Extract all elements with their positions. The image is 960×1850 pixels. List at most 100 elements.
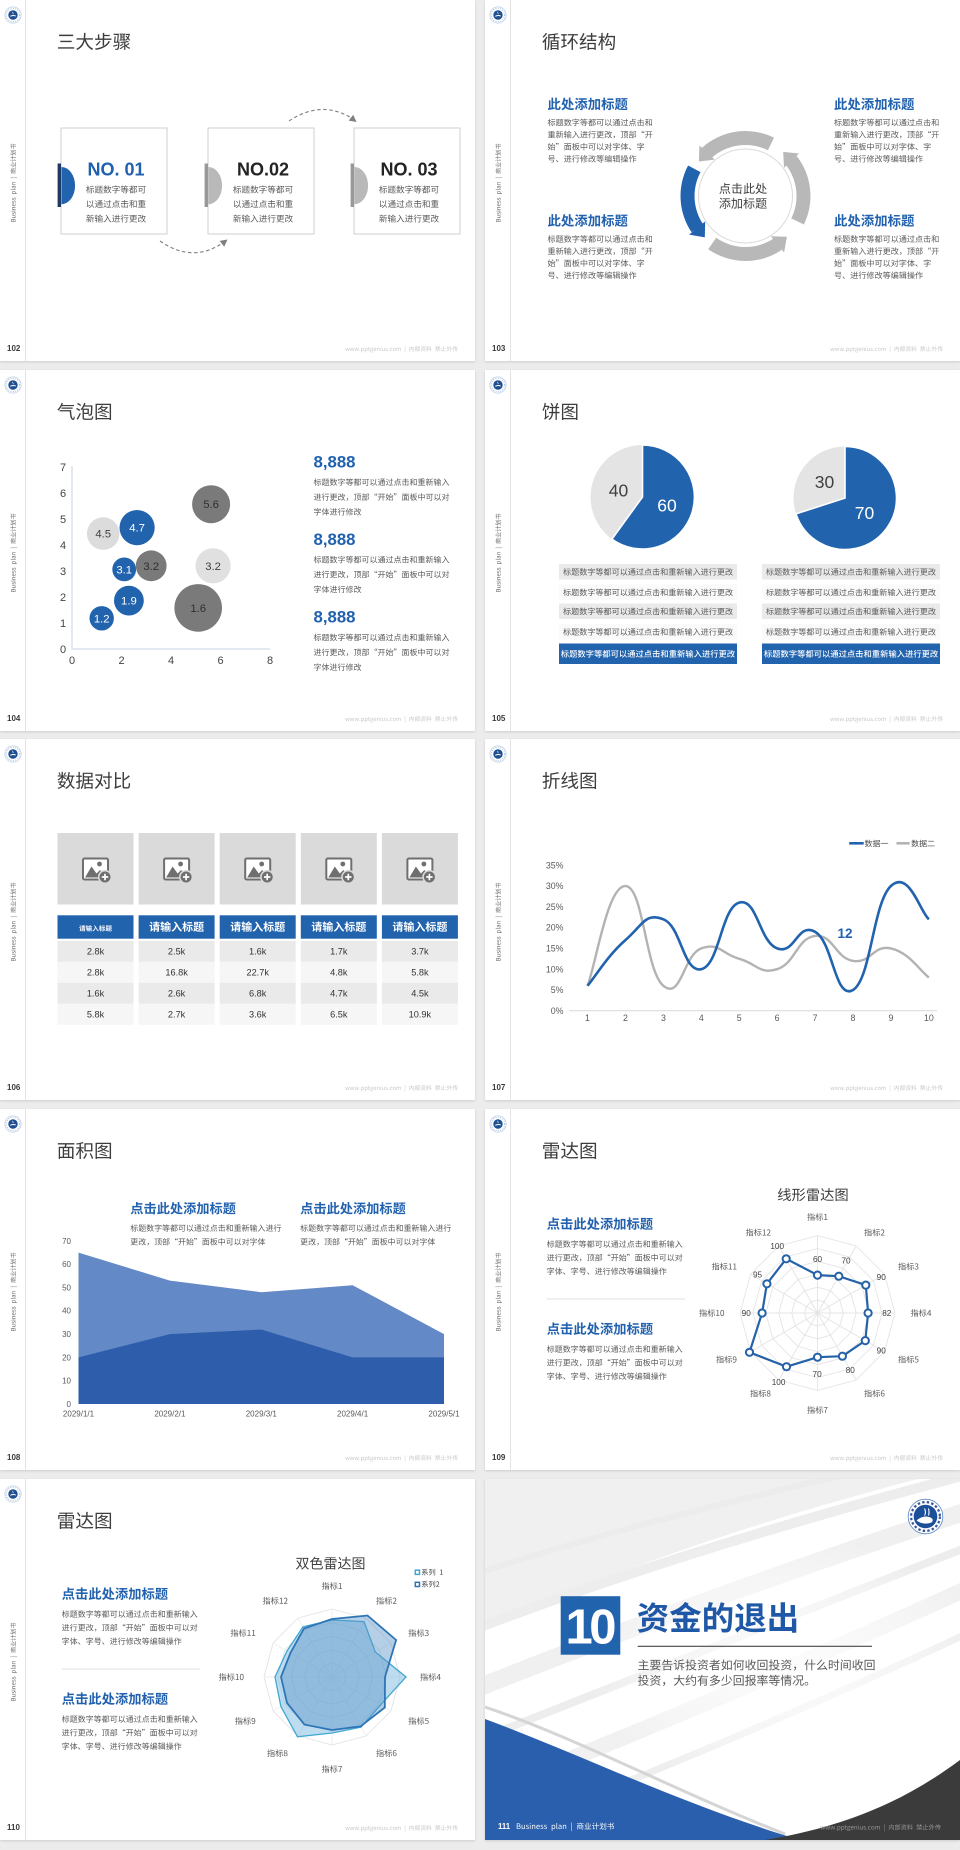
svg-text:111: 111 — [498, 1822, 511, 1831]
svg-text:8: 8 — [267, 655, 273, 667]
svg-text:1: 1 — [60, 617, 66, 629]
svg-text:2.5k: 2.5k — [168, 947, 186, 957]
svg-text:3.6k: 3.6k — [249, 1010, 267, 1020]
svg-text:5%: 5% — [551, 985, 564, 995]
svg-text:1.6k: 1.6k — [249, 947, 267, 957]
svg-text:30: 30 — [62, 1330, 71, 1339]
svg-text:15%: 15% — [546, 944, 564, 954]
svg-text:5: 5 — [60, 513, 66, 525]
svg-text:3: 3 — [661, 1013, 666, 1023]
svg-text:2: 2 — [60, 591, 66, 603]
svg-text:90: 90 — [877, 1346, 887, 1355]
svg-text:20: 20 — [62, 1353, 71, 1362]
svg-text:35%: 35% — [546, 860, 564, 870]
svg-text:3.2: 3.2 — [205, 560, 221, 572]
svg-text:NO. 03: NO. 03 — [380, 160, 437, 180]
svg-text:2029/5/1: 2029/5/1 — [428, 1410, 460, 1419]
svg-text:22.7k: 22.7k — [246, 968, 269, 978]
svg-text:6: 6 — [60, 487, 66, 499]
svg-text:5.8k: 5.8k — [411, 968, 429, 978]
svg-text:70: 70 — [813, 1370, 823, 1379]
svg-text:70: 70 — [62, 1237, 71, 1246]
svg-text:2.6k: 2.6k — [168, 989, 186, 999]
svg-text:100: 100 — [772, 1378, 786, 1387]
svg-text:6.5k: 6.5k — [330, 1010, 348, 1020]
svg-text:30: 30 — [815, 472, 835, 492]
svg-text:2029/2/1: 2029/2/1 — [154, 1410, 186, 1419]
svg-text:10: 10 — [924, 1013, 934, 1023]
svg-text:2.8k: 2.8k — [87, 947, 105, 957]
svg-text:4.5k: 4.5k — [411, 989, 429, 999]
svg-text:4: 4 — [60, 539, 66, 551]
svg-text:5.6: 5.6 — [203, 499, 219, 511]
svg-text:8,888: 8,888 — [314, 452, 356, 471]
svg-text:4.8k: 4.8k — [330, 968, 348, 978]
svg-text:12: 12 — [837, 926, 852, 941]
svg-text:60: 60 — [62, 1260, 71, 1269]
svg-text:8,888: 8,888 — [314, 607, 356, 626]
svg-text:40: 40 — [62, 1307, 71, 1316]
svg-text:4: 4 — [168, 655, 174, 667]
svg-text:20%: 20% — [546, 923, 564, 933]
svg-text:2: 2 — [118, 655, 124, 667]
svg-text:1.9: 1.9 — [121, 595, 137, 607]
svg-text:2029/4/1: 2029/4/1 — [337, 1410, 369, 1419]
svg-text:4.7k: 4.7k — [330, 989, 348, 999]
svg-text:80: 80 — [846, 1366, 856, 1375]
svg-text:104: 104 — [7, 714, 21, 723]
svg-text:2.7k: 2.7k — [168, 1010, 186, 1020]
svg-text:109: 109 — [492, 1453, 506, 1462]
svg-text:10%: 10% — [546, 964, 564, 974]
svg-text:25%: 25% — [546, 902, 564, 912]
svg-text:1.7k: 1.7k — [330, 947, 348, 957]
svg-text:100: 100 — [770, 1242, 784, 1251]
svg-text:10: 10 — [565, 1600, 615, 1654]
svg-text:4.7: 4.7 — [129, 522, 145, 534]
svg-text:7: 7 — [60, 461, 66, 473]
svg-text:10: 10 — [62, 1377, 71, 1386]
svg-text:108: 108 — [7, 1453, 21, 1462]
svg-text:9: 9 — [888, 1013, 893, 1023]
svg-text:0: 0 — [67, 1400, 72, 1409]
svg-text:6: 6 — [775, 1013, 780, 1023]
svg-text:NO.02: NO.02 — [237, 160, 289, 180]
svg-text:NO. 01: NO. 01 — [87, 160, 144, 180]
svg-text:1.2: 1.2 — [94, 613, 110, 625]
svg-text:8,888: 8,888 — [314, 529, 356, 548]
svg-text:1.6k: 1.6k — [87, 989, 105, 999]
svg-text:7: 7 — [813, 1013, 818, 1023]
svg-text:2.8k: 2.8k — [87, 968, 105, 978]
svg-text:1.6: 1.6 — [190, 602, 206, 614]
svg-text:3.7k: 3.7k — [411, 947, 429, 957]
svg-text:107: 107 — [492, 1083, 506, 1092]
svg-text:3.2: 3.2 — [143, 560, 159, 572]
svg-text:6.8k: 6.8k — [249, 989, 267, 999]
svg-text:30%: 30% — [546, 881, 564, 891]
svg-text:106: 106 — [7, 1083, 21, 1092]
svg-text:2: 2 — [623, 1013, 628, 1023]
svg-text:4.5: 4.5 — [95, 528, 111, 540]
svg-text:2029/1/1: 2029/1/1 — [63, 1410, 95, 1419]
svg-text:0: 0 — [69, 655, 75, 667]
svg-text:70: 70 — [841, 1256, 851, 1265]
svg-text:50: 50 — [62, 1284, 71, 1293]
svg-text:0: 0 — [60, 643, 66, 655]
svg-text:70: 70 — [855, 503, 875, 523]
svg-text:40: 40 — [609, 480, 629, 500]
svg-text:90: 90 — [877, 1273, 887, 1282]
svg-text:105: 105 — [492, 714, 506, 723]
svg-text:8: 8 — [851, 1013, 856, 1023]
svg-text:95: 95 — [753, 1270, 763, 1279]
svg-text:60: 60 — [813, 1255, 823, 1264]
svg-text:102: 102 — [7, 344, 21, 353]
svg-text:110: 110 — [7, 1823, 20, 1832]
svg-text:5.8k: 5.8k — [87, 1010, 105, 1020]
svg-text:4: 4 — [699, 1013, 704, 1023]
svg-text:16.8k: 16.8k — [165, 968, 188, 978]
svg-text:1: 1 — [585, 1013, 590, 1023]
svg-text:3: 3 — [60, 565, 66, 577]
svg-text:5: 5 — [737, 1013, 742, 1023]
svg-text:3.1: 3.1 — [116, 564, 132, 576]
svg-text:103: 103 — [492, 344, 506, 353]
svg-text:10.9k: 10.9k — [409, 1010, 432, 1020]
